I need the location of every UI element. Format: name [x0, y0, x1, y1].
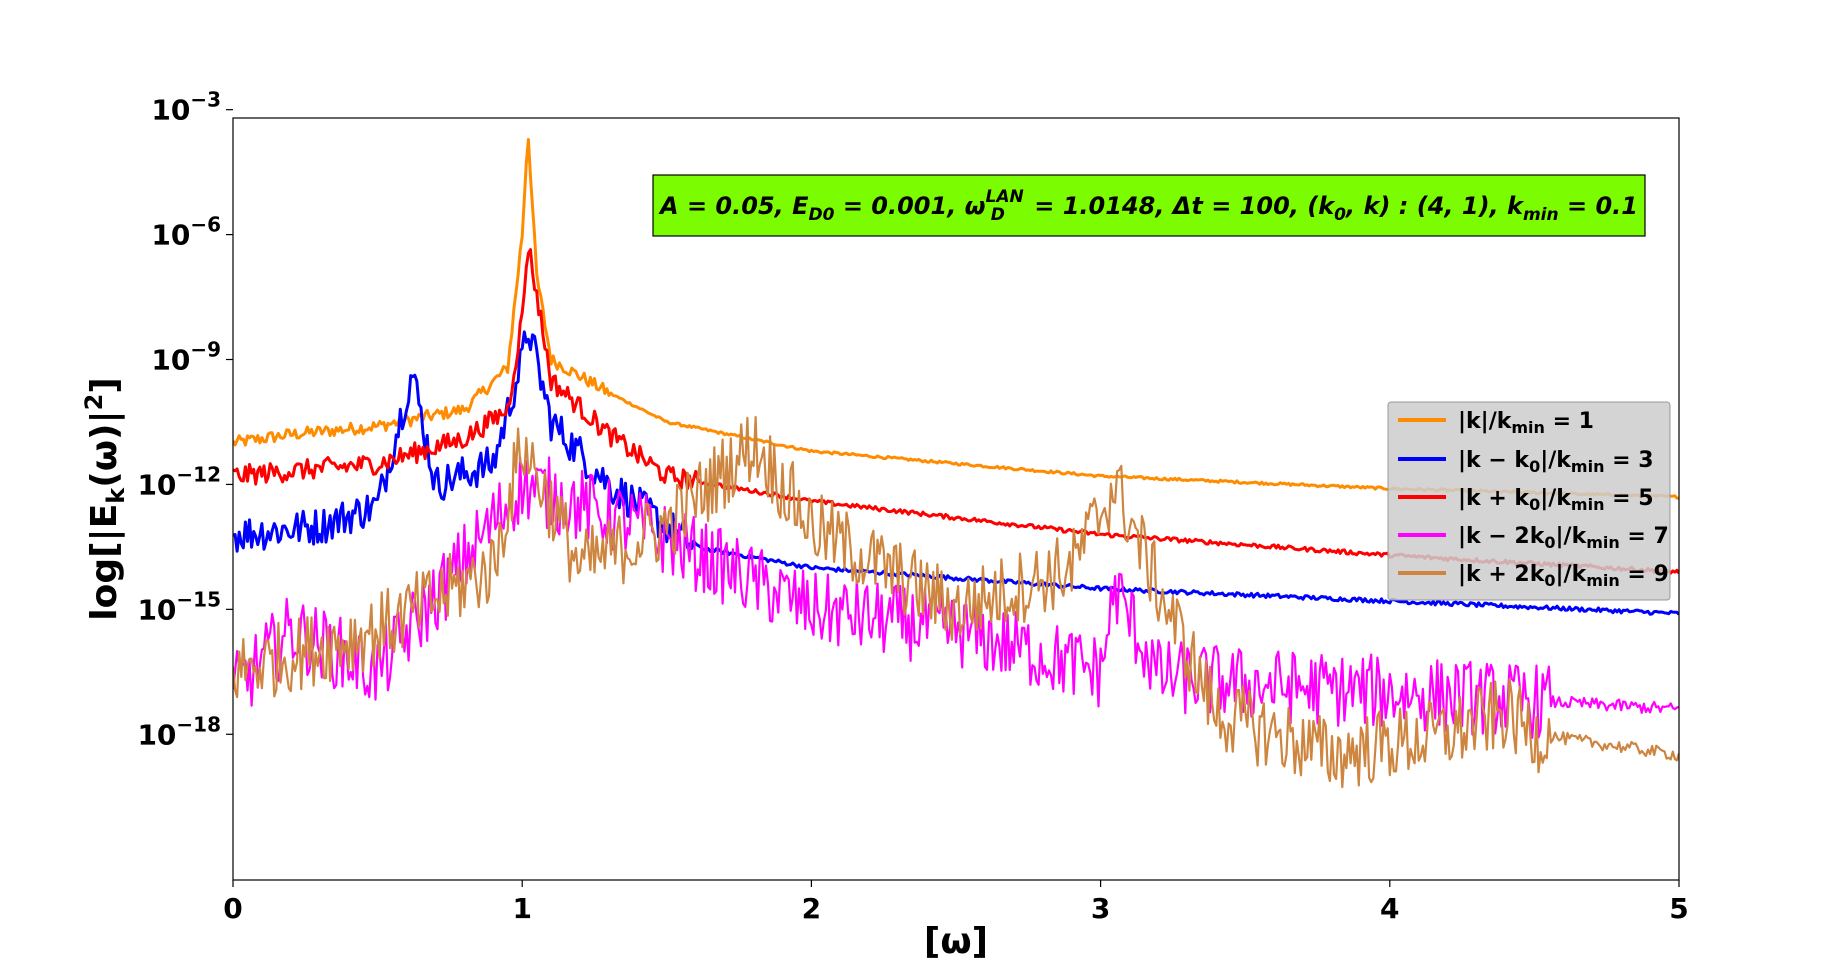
- x-tick-label: 1: [512, 892, 531, 925]
- legend-label-k-plus-2k0: |k + 2k0|/kmin = 9: [1458, 562, 1669, 590]
- annotation-text: A = 0.05, ED0 = 0.001, ωLAN D = 1.0148, Δ…: [658, 187, 1638, 225]
- annotation-box: [652, 174, 1646, 237]
- legend-label-k-minus-k0: |k − k0|/kmin = 3: [1458, 448, 1654, 476]
- x-tick-label: 3: [1091, 892, 1110, 925]
- x-tick-label: 5: [1669, 892, 1688, 925]
- legend-label-k-minus-2k0: |k − 2k0|/kmin = 7: [1458, 524, 1669, 552]
- y-tick-label: 10−15: [137, 587, 221, 626]
- y-axis-label: log[|Ek(ω)|2]: [80, 377, 130, 621]
- legend-label-k-plus-k0: |k + k0|/kmin = 5: [1458, 486, 1654, 514]
- legend-label-k: |k|/kmin = 1: [1458, 409, 1594, 437]
- legend-box: [1387, 401, 1671, 601]
- x-tick-label: 0: [223, 892, 242, 925]
- y-axis: 10−3 10−6 10−9 10−12 10−15 10−18: [137, 88, 233, 751]
- y-tick-label: 10−6: [151, 213, 221, 252]
- y-tick-label: 10−3: [151, 88, 221, 127]
- y-tick-label: 10−12: [137, 462, 221, 501]
- y-tick-label: 10−18: [137, 712, 221, 751]
- legend: |k|/kmin = 1 |k − k0|/kmin = 3 |k + k0|/…: [1387, 401, 1671, 601]
- x-tick-label: 4: [1380, 892, 1399, 925]
- x-axis: 0 1 2 3 4 5: [223, 880, 1689, 925]
- x-axis-label: [ω]: [924, 921, 988, 962]
- x-tick-label: 2: [802, 892, 821, 925]
- legend-entries: [1398, 418, 1446, 575]
- plot-frame: [232, 117, 1680, 881]
- series-line: [233, 330, 1679, 616]
- parameter-annotation: A = 0.05, ED0 = 0.001, ωLAN D = 1.0148, Δ…: [652, 174, 1646, 237]
- y-tick-label: 10−9: [151, 338, 221, 377]
- series-line: [233, 416, 1679, 789]
